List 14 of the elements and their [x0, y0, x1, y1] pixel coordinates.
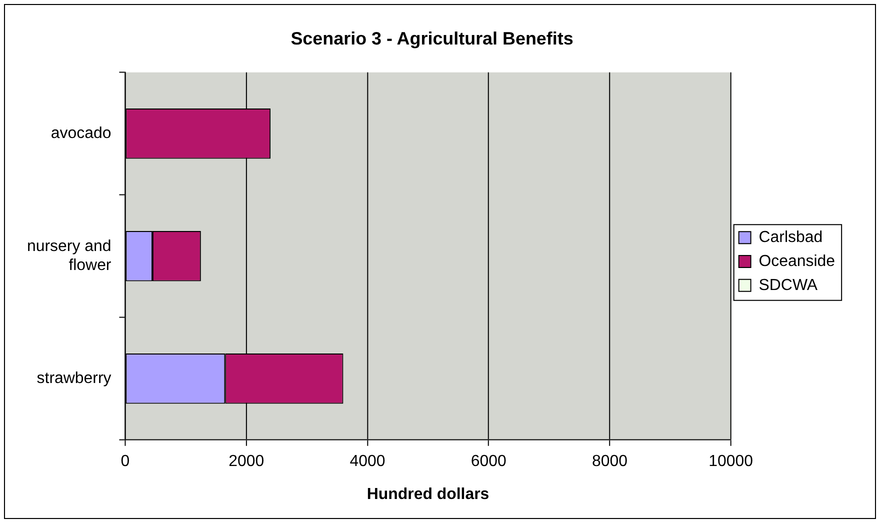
- x-tick-label: 0: [120, 452, 130, 470]
- x-tick-label: 4000: [350, 452, 386, 470]
- legend-label: SDCWA: [758, 276, 818, 294]
- y-tick-label: nursery and flower: [27, 238, 112, 274]
- y-tick-label: avocado: [50, 125, 112, 142]
- chart-title: Scenario 3 - Agricultural Benefits: [290, 28, 574, 49]
- legend-label: Oceanside: [758, 252, 836, 270]
- x-axis-title: Hundred dollars: [366, 486, 490, 503]
- y-tick-label: strawberry: [36, 370, 112, 388]
- x-tick-label: 8000: [592, 452, 628, 470]
- x-tick-label: 2000: [228, 452, 264, 470]
- x-tick-label: 6000: [470, 452, 506, 470]
- legend-label: Carlsbad: [758, 228, 823, 246]
- x-tick-label: 10000: [708, 452, 754, 470]
